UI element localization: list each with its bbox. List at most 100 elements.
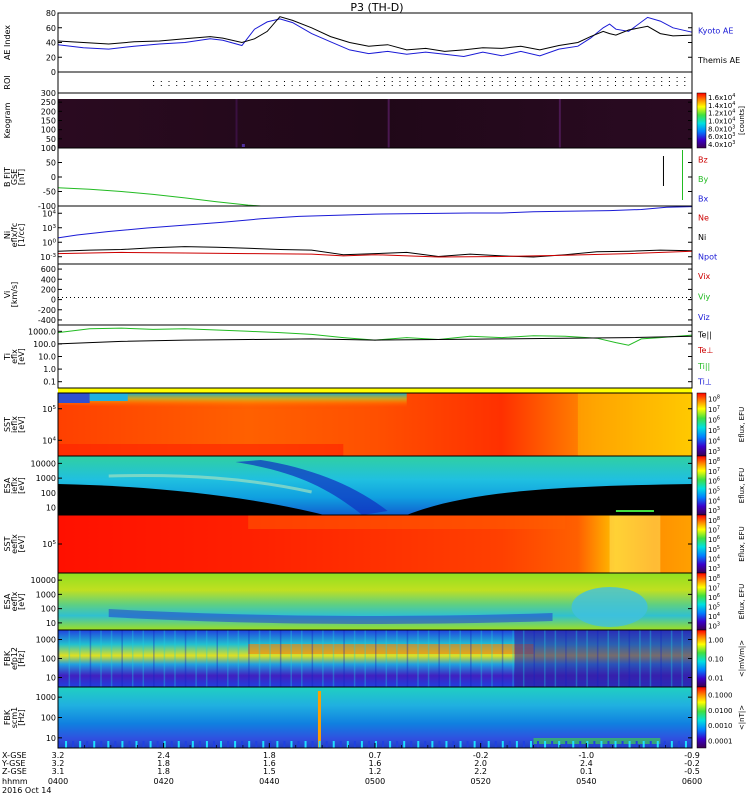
xtick-coord-value: 3.2	[52, 751, 65, 760]
ytick-label-bfit: -50	[43, 188, 56, 197]
fbk-efp-stripe	[406, 630, 409, 687]
ylabel-sst1: [eV]	[17, 416, 26, 433]
roi-dot	[422, 85, 424, 86]
roi-dot	[584, 77, 586, 78]
fbk-efp-stripe	[480, 630, 483, 687]
colorbar-label-sst2: 105	[708, 545, 720, 554]
xtick-coord-value: 1.6	[369, 759, 382, 768]
roi-dot	[430, 85, 432, 86]
ytick-label-keogram: 0	[51, 144, 56, 153]
roi-dot	[399, 81, 401, 82]
xaxis-coord-label: X-GSE	[2, 751, 27, 760]
roi-dot	[391, 81, 393, 82]
roi-dot	[661, 85, 663, 86]
roi-dot	[391, 85, 393, 86]
fbk-scm-bottom	[149, 741, 152, 748]
roi-dot	[276, 81, 278, 82]
ytick-label-fbk2: 100	[41, 714, 56, 723]
fbk-efp-stripe	[438, 630, 440, 687]
sst-ion-low	[58, 444, 344, 456]
roi-dot	[407, 81, 409, 82]
roi-dot	[299, 85, 301, 86]
xtick-coord-value: 1.6	[263, 759, 276, 768]
ylabel-bfit: B FIT	[3, 167, 12, 187]
ylabel-esa2: eeflx	[10, 591, 19, 611]
roi-dot	[476, 85, 478, 86]
roi-dot	[176, 85, 178, 86]
xtick-coord-value: 3.1	[52, 767, 65, 776]
colorbar-label-fbk1: 0.01	[708, 675, 724, 683]
esa-ion-dark-right	[406, 484, 692, 515]
sst-ion-highenergy	[58, 393, 407, 410]
esa-ion-band	[108, 474, 312, 494]
colorbar-label-keogram: 1.6x104	[708, 93, 735, 102]
roi-dot	[322, 81, 324, 82]
fbk-scm-bottom	[220, 741, 223, 748]
fbk-scm-bottom	[72, 741, 75, 748]
fbk-efp-stripe	[533, 630, 535, 687]
fbk-scm-bottom	[184, 741, 187, 748]
ylabel-ni: Ni	[3, 231, 12, 239]
roi-dot	[599, 85, 601, 86]
ytick-label-ti: 100.0	[33, 340, 56, 349]
colorbar-title-fbk2: <|nT|>	[738, 705, 746, 730]
fbk-efp-stripe	[427, 630, 430, 687]
colorbar-sst2	[696, 514, 707, 574]
fbk-scm-bottom	[177, 741, 180, 748]
roi-dot	[337, 81, 339, 82]
fbk-efp-stripe	[396, 630, 398, 687]
roi-dot	[214, 81, 216, 82]
roi-dot	[607, 77, 609, 78]
roi-dot	[638, 81, 640, 82]
colorbar-label-sst1: 105	[708, 426, 720, 435]
roi-dot	[453, 81, 455, 82]
roi-dot	[491, 77, 493, 78]
fbk-efp-stripe	[343, 630, 345, 687]
legend-ni: Ni	[698, 233, 706, 242]
ytick-label-fbk1: 1000	[36, 636, 56, 645]
esa-electron-band	[108, 609, 553, 624]
ytick-label-sst2: 105	[42, 540, 56, 549]
fbk-scm-burst	[317, 691, 321, 748]
roi-dot	[230, 81, 232, 82]
ylabel-fbk1: efp12	[10, 647, 19, 670]
fbk-scm-bottom	[360, 741, 363, 748]
fbk-scm-bottom	[396, 741, 399, 748]
colorbar-label-sst1: 103	[708, 447, 720, 456]
colorbar-fbk1	[696, 629, 707, 688]
fbk-scm-bottom	[649, 741, 652, 748]
colorbar-label-sst2: 103	[708, 564, 720, 573]
fbk-scm-bottom	[677, 741, 680, 748]
xtick-coord-value: 1.8	[263, 751, 276, 760]
roi-dot	[499, 77, 501, 78]
fbk-scm-bottom	[572, 741, 575, 748]
roi-dot	[553, 81, 555, 82]
fbk-scm-bottom	[529, 741, 532, 748]
colorbar-label-esa1: 107	[708, 467, 720, 476]
roi-dot	[268, 85, 270, 86]
fbk-efp-stripe	[459, 630, 462, 687]
xtick-coord-value: 2.0	[474, 759, 487, 768]
roi-dot	[368, 81, 370, 82]
ylabel-ni: [1/cc]	[17, 224, 26, 247]
roi-dot	[445, 81, 447, 82]
ylabel-fbk2: [Hz]	[17, 709, 26, 725]
roi-dot	[630, 77, 632, 78]
roi-dot	[376, 77, 378, 78]
legend-ti: Ti||	[697, 362, 710, 371]
fbk-scm-bottom	[537, 741, 540, 748]
fbk-efp-stripe	[512, 630, 514, 687]
roi-dot	[645, 77, 647, 78]
roi-dot	[414, 77, 416, 78]
fbk-scm-bottom	[290, 741, 293, 748]
roi-dot	[615, 77, 617, 78]
fbk-scm-bottom	[100, 741, 103, 748]
roi-dot	[638, 85, 640, 86]
ytick-label-ni: 10-3	[40, 253, 56, 262]
roi-dot	[360, 81, 362, 82]
fbk-scm-bottom	[593, 741, 596, 748]
roi-dot	[491, 81, 493, 82]
fbk-efp-stripe	[258, 630, 261, 687]
